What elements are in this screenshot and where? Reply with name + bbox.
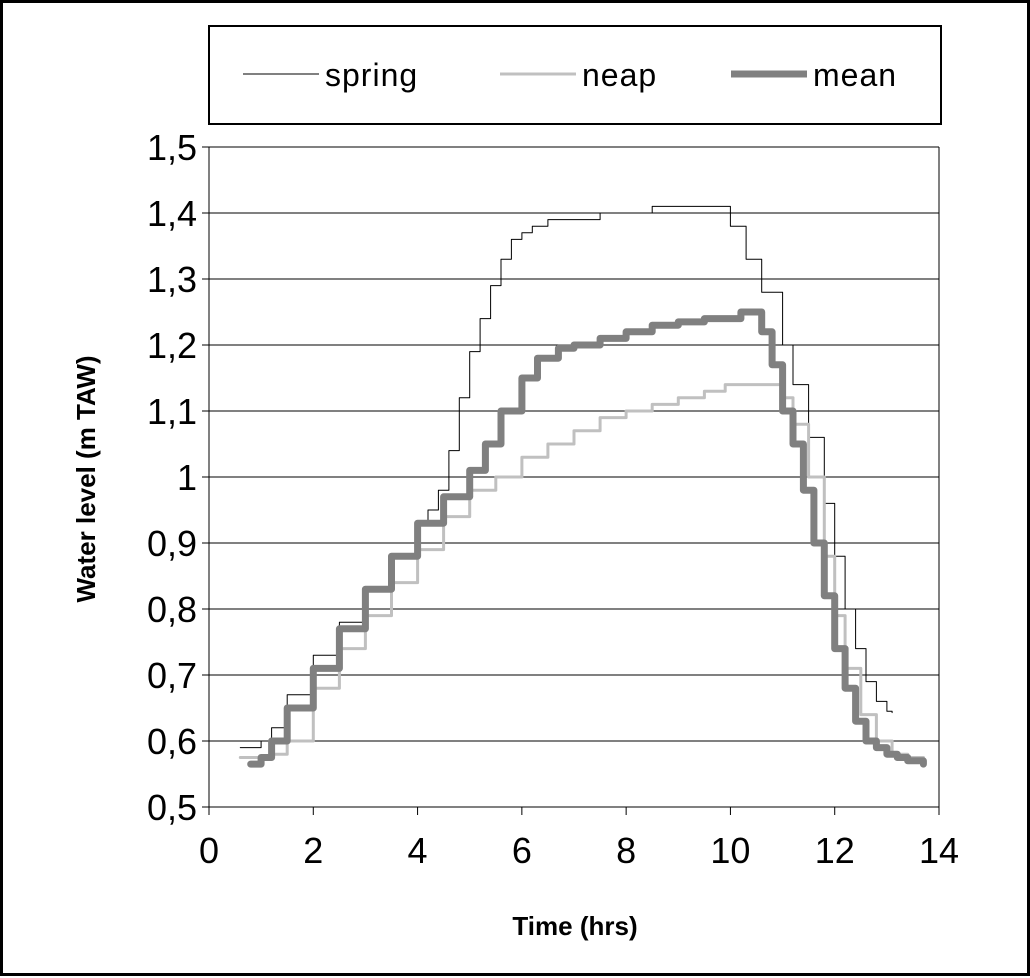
x-tick-label: 0 [199, 830, 219, 871]
legend: spring neap mean [208, 25, 942, 125]
x-tick-label: 14 [919, 830, 959, 871]
x-tick-label: 2 [303, 830, 323, 871]
axes [202, 146, 940, 815]
x-tick-label: 12 [815, 830, 855, 871]
y-tick-label: 1,3 [147, 259, 197, 300]
y-tick-label: 1,4 [147, 193, 197, 234]
y-tick-label: 0,6 [147, 721, 197, 762]
x-tick-label: 10 [710, 830, 750, 871]
y-tick-label: 0,8 [147, 589, 197, 630]
legend-label-spring: spring [325, 57, 418, 93]
y-tick-label: 0,9 [147, 523, 197, 564]
line-chart: spring neap mean 0,5 0,6 0,7 0,8 0,9 1 1,1 1,2 1… [71, 25, 959, 941]
series-line-mean [247, 308, 927, 768]
y-tick-label: 1,1 [147, 391, 197, 432]
y-tick-label: 1 [177, 457, 197, 498]
y-tick-label: 1,2 [147, 325, 197, 366]
x-tick-label: 4 [408, 830, 428, 871]
x-tick-label: 8 [616, 830, 636, 871]
series [238, 205, 927, 768]
y-axis-title: Water level (m TAW) [71, 355, 101, 602]
tick-labels: 0,5 0,6 0,7 0,8 0,9 1 1,1 1,2 1,3 1,4 1,5 0 2 4 6 8 10 12… [147, 127, 959, 871]
y-tick-label: 1,5 [147, 127, 197, 168]
x-axis-title: Time (hrs) [512, 911, 637, 941]
legend-label-mean: mean [813, 57, 897, 93]
x-tick-label: 6 [512, 830, 532, 871]
y-tick-label: 0,7 [147, 655, 197, 696]
y-tick-label: 0,5 [147, 787, 197, 828]
legend-label-neap: neap [582, 57, 657, 93]
